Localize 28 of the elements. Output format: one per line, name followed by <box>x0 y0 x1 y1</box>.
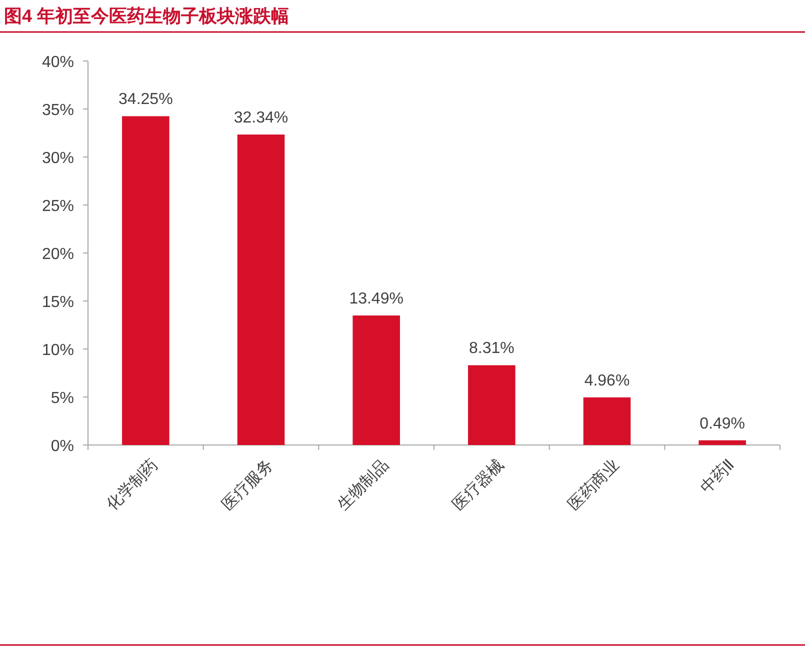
bar <box>583 397 631 445</box>
y-tick-label: 15% <box>42 294 74 311</box>
y-tick-label: 0% <box>50 438 74 455</box>
data-label: 0.49% <box>700 415 746 432</box>
data-label: 4.96% <box>584 372 630 390</box>
data-label: 13.49% <box>349 290 404 308</box>
y-tick-label: 35% <box>42 102 74 119</box>
bar <box>468 365 516 445</box>
y-tick-label: 5% <box>50 390 74 407</box>
bar <box>237 134 285 445</box>
y-tick-label: 25% <box>42 198 74 215</box>
bar <box>122 116 170 445</box>
y-tick-label: 10% <box>42 342 74 359</box>
x-tick-label: 生物制品 <box>334 456 392 514</box>
data-label: 8.31% <box>468 340 514 358</box>
x-tick-label: 化学制药 <box>103 456 162 514</box>
x-tick-label: 医疗服务 <box>218 456 277 514</box>
x-tick-label: 医疗器械 <box>449 456 508 514</box>
x-tick-label: 中药Ⅱ <box>697 456 738 497</box>
data-label: 34.25% <box>118 91 173 108</box>
bar <box>352 315 400 445</box>
y-tick-label: 30% <box>42 150 74 167</box>
data-label: 32.34% <box>234 110 288 127</box>
x-tick-label: 医药商业 <box>564 456 623 514</box>
y-tick-label: 20% <box>42 246 74 263</box>
chart-title: 图4 年初至今医药生物子板块涨跌幅 <box>4 6 290 26</box>
bar <box>698 440 746 445</box>
y-tick-label: 40% <box>42 54 74 71</box>
